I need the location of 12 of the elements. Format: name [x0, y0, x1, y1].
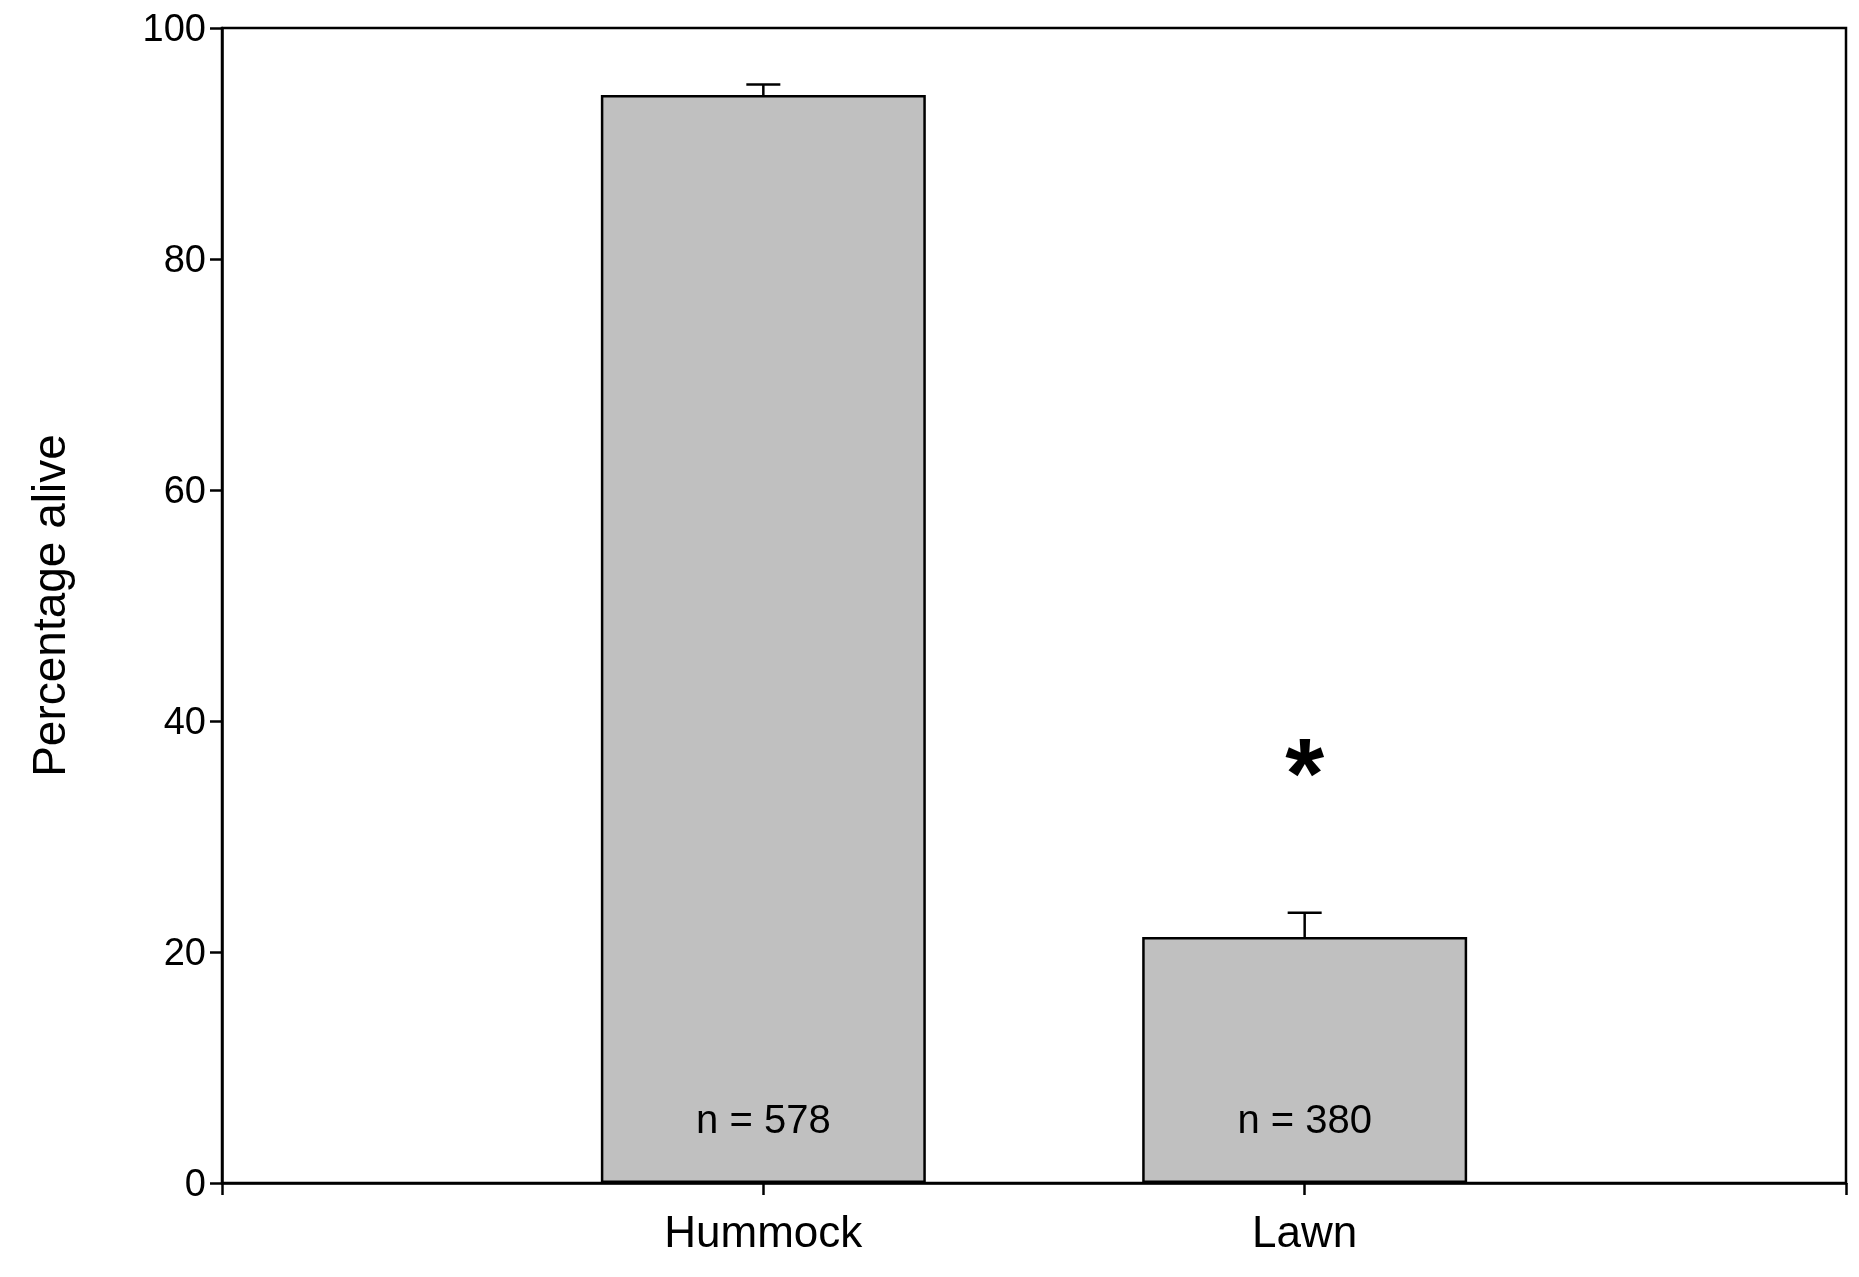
- y-axis-title: Percentage alive: [23, 434, 75, 777]
- annotation: *: [1285, 716, 1325, 829]
- y-tick-label: 40: [163, 700, 206, 742]
- x-tick-label: Hummock: [664, 1206, 864, 1256]
- x-tick-label: Lawn: [1252, 1206, 1358, 1256]
- y-tick-label: 80: [163, 238, 206, 280]
- y-tick-label: 0: [184, 1162, 206, 1204]
- annotation: n = 578: [696, 1097, 831, 1141]
- y-tick-label: 20: [163, 931, 206, 973]
- y-tick-label: 100: [142, 7, 206, 49]
- annotation: n = 380: [1237, 1097, 1372, 1141]
- y-tick-label: 60: [163, 469, 206, 511]
